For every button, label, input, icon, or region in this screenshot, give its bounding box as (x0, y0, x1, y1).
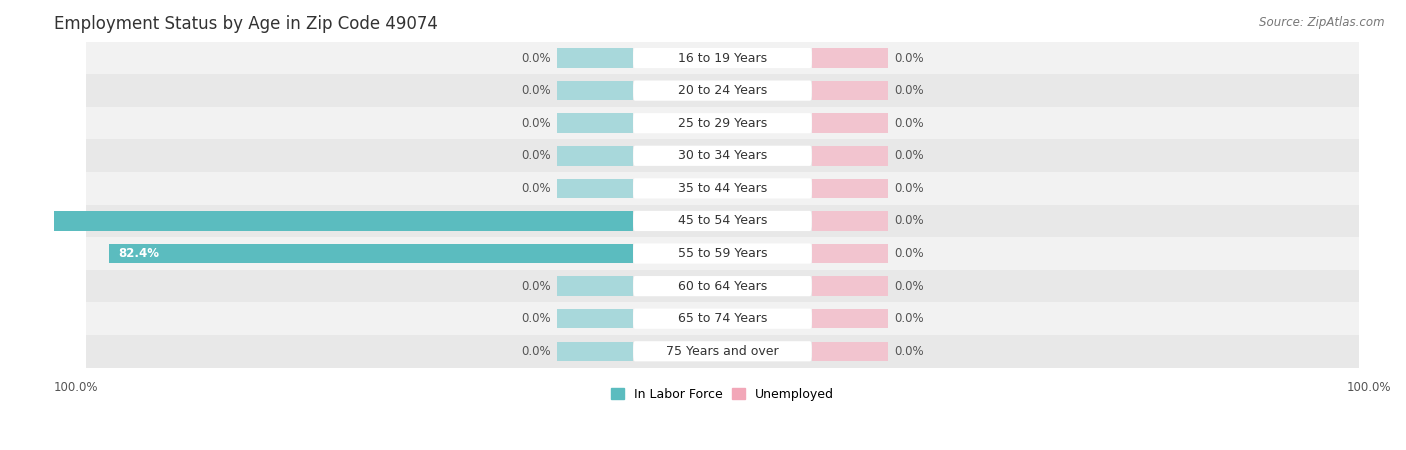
Text: 65 to 74 Years: 65 to 74 Years (678, 312, 768, 325)
Bar (811, 342, 889, 361)
Bar (557, 309, 633, 328)
Text: 0.0%: 0.0% (894, 279, 924, 292)
FancyBboxPatch shape (633, 243, 811, 264)
Text: 0.0%: 0.0% (894, 215, 924, 227)
Bar (811, 146, 889, 166)
Bar (811, 113, 889, 133)
Text: 75 Years and over: 75 Years and over (666, 345, 779, 358)
Bar (86, 140, 1360, 172)
Bar (86, 270, 1360, 302)
Bar (108, 244, 633, 263)
Text: 16 to 19 Years: 16 to 19 Years (678, 52, 768, 64)
FancyBboxPatch shape (633, 113, 811, 133)
Bar (557, 179, 633, 198)
Text: 0.0%: 0.0% (894, 149, 924, 162)
FancyBboxPatch shape (633, 276, 811, 296)
Bar (811, 211, 889, 231)
FancyBboxPatch shape (633, 81, 811, 101)
Text: 45 to 54 Years: 45 to 54 Years (678, 215, 768, 227)
Bar (86, 237, 1360, 270)
Text: 0.0%: 0.0% (894, 84, 924, 97)
Text: 0.0%: 0.0% (894, 247, 924, 260)
Text: 100.0%: 100.0% (1347, 381, 1391, 394)
Text: 82.4%: 82.4% (118, 247, 159, 260)
Text: 0.0%: 0.0% (520, 149, 551, 162)
Text: 0.0%: 0.0% (520, 279, 551, 292)
Text: 0.0%: 0.0% (520, 52, 551, 64)
Text: 0.0%: 0.0% (894, 182, 924, 195)
Bar (86, 205, 1360, 237)
Text: 0.0%: 0.0% (520, 117, 551, 130)
Bar (557, 48, 633, 68)
Text: 0.0%: 0.0% (894, 52, 924, 64)
FancyBboxPatch shape (633, 48, 811, 68)
Text: 25 to 29 Years: 25 to 29 Years (678, 117, 768, 130)
Bar (811, 179, 889, 198)
Text: 0.0%: 0.0% (894, 345, 924, 358)
Bar (86, 107, 1360, 140)
Text: Source: ZipAtlas.com: Source: ZipAtlas.com (1260, 16, 1385, 29)
Bar (86, 42, 1360, 74)
Text: Employment Status by Age in Zip Code 49074: Employment Status by Age in Zip Code 490… (53, 15, 437, 33)
Text: 0.0%: 0.0% (520, 182, 551, 195)
Text: 100.0%: 100.0% (6, 215, 55, 227)
Bar (557, 113, 633, 133)
Text: 35 to 44 Years: 35 to 44 Years (678, 182, 768, 195)
Bar (86, 335, 1360, 368)
Text: 60 to 64 Years: 60 to 64 Years (678, 279, 768, 292)
Text: 100.0%: 100.0% (53, 381, 98, 394)
Text: 0.0%: 0.0% (894, 117, 924, 130)
Bar (811, 48, 889, 68)
Bar (0, 211, 633, 231)
Bar (86, 74, 1360, 107)
FancyBboxPatch shape (633, 309, 811, 329)
Bar (86, 302, 1360, 335)
Legend: In Labor Force, Unemployed: In Labor Force, Unemployed (606, 383, 839, 406)
Bar (557, 81, 633, 100)
FancyBboxPatch shape (633, 211, 811, 231)
FancyBboxPatch shape (633, 341, 811, 361)
Text: 30 to 34 Years: 30 to 34 Years (678, 149, 768, 162)
Bar (86, 172, 1360, 205)
Bar (557, 146, 633, 166)
FancyBboxPatch shape (633, 146, 811, 166)
Text: 0.0%: 0.0% (520, 312, 551, 325)
Bar (811, 309, 889, 328)
Text: 0.0%: 0.0% (894, 312, 924, 325)
Text: 0.0%: 0.0% (520, 84, 551, 97)
Text: 55 to 59 Years: 55 to 59 Years (678, 247, 768, 260)
Text: 0.0%: 0.0% (520, 345, 551, 358)
Bar (811, 244, 889, 263)
Bar (557, 342, 633, 361)
Text: 20 to 24 Years: 20 to 24 Years (678, 84, 768, 97)
Bar (811, 81, 889, 100)
Bar (557, 276, 633, 296)
FancyBboxPatch shape (633, 178, 811, 198)
Bar (811, 276, 889, 296)
